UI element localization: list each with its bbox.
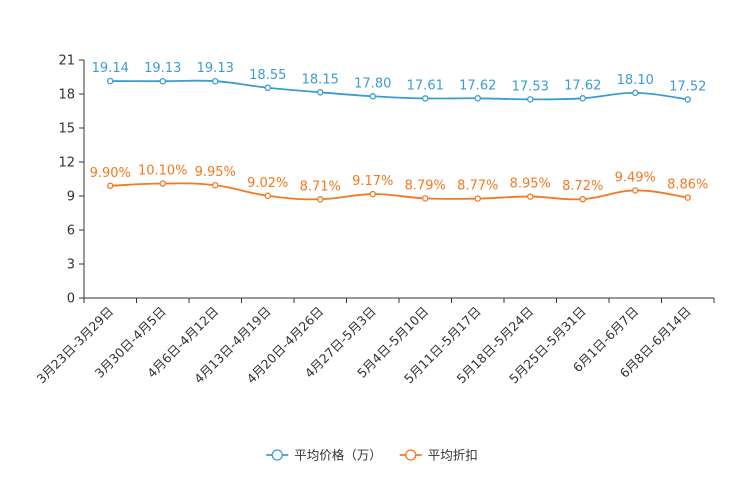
data-point xyxy=(632,187,639,194)
y-tick-label: 9 xyxy=(67,190,75,205)
legend-circle-marker xyxy=(405,449,417,461)
data-point xyxy=(474,95,481,102)
data-point xyxy=(527,96,534,103)
data-label: 9.02% xyxy=(247,176,288,191)
data-label: 17.62 xyxy=(459,78,496,93)
data-point xyxy=(684,96,692,103)
data-label: 8.86% xyxy=(667,178,708,193)
data-label: 9.17% xyxy=(352,174,393,189)
data-label: 8.79% xyxy=(405,178,446,193)
data-point xyxy=(421,195,429,202)
data-label: 17.80 xyxy=(354,76,391,91)
data-point xyxy=(211,77,219,85)
legend-label: 平均折扣 xyxy=(428,448,478,463)
data-label: 8.95% xyxy=(510,177,551,192)
data-label: 17.61 xyxy=(407,78,444,93)
y-tick-label: 15 xyxy=(58,122,75,137)
data-point xyxy=(107,77,114,85)
data-point xyxy=(264,192,271,200)
y-tick-label: 0 xyxy=(67,292,75,307)
data-label: 17.62 xyxy=(564,78,601,93)
y-tick-label: 3 xyxy=(67,258,75,273)
legend-item-2[interactable]: 平均折扣 xyxy=(399,448,478,463)
data-label: 17.52 xyxy=(669,79,706,94)
data-label: 18.55 xyxy=(249,68,286,83)
data-label: 8.71% xyxy=(300,179,341,194)
y-tick-label: 21 xyxy=(58,54,75,69)
data-label: 9.49% xyxy=(615,170,656,185)
data-label: 10.10% xyxy=(138,164,188,179)
data-point xyxy=(107,182,114,190)
data-label: 9.90% xyxy=(90,166,131,181)
y-tick-label: 6 xyxy=(67,224,75,239)
data-label: 19.14 xyxy=(92,61,129,76)
data-point xyxy=(211,181,219,189)
data-point xyxy=(264,84,271,92)
y-tick-label: 12 xyxy=(58,156,75,171)
data-label: 9.95% xyxy=(195,165,236,180)
data-label: 19.13 xyxy=(144,61,181,76)
series-line-2 xyxy=(110,182,688,201)
legend-label: 平均价格（万） xyxy=(294,448,382,463)
data-point xyxy=(527,193,534,200)
data-point xyxy=(316,89,324,96)
data-point xyxy=(159,77,166,85)
data-point xyxy=(684,194,692,201)
y-tick-label: 18 xyxy=(58,88,75,103)
data-label: 19.13 xyxy=(197,61,234,76)
data-point xyxy=(369,93,376,100)
data-label: 18.15 xyxy=(302,72,339,87)
data-point xyxy=(474,195,481,202)
data-label: 17.53 xyxy=(512,79,549,94)
data-point xyxy=(632,89,639,97)
data-label: 18.10 xyxy=(617,73,654,88)
data-point xyxy=(159,180,166,187)
legend-circle-marker xyxy=(271,449,283,461)
data-label: 8.77% xyxy=(457,179,498,194)
data-point xyxy=(369,190,376,198)
data-point xyxy=(316,196,324,203)
series-line-1 xyxy=(110,79,688,101)
legend-item-1[interactable]: 平均价格（万） xyxy=(266,448,382,463)
data-point xyxy=(579,95,587,102)
data-label: 8.72% xyxy=(562,179,603,194)
data-point xyxy=(579,195,587,203)
data-point xyxy=(421,95,429,102)
